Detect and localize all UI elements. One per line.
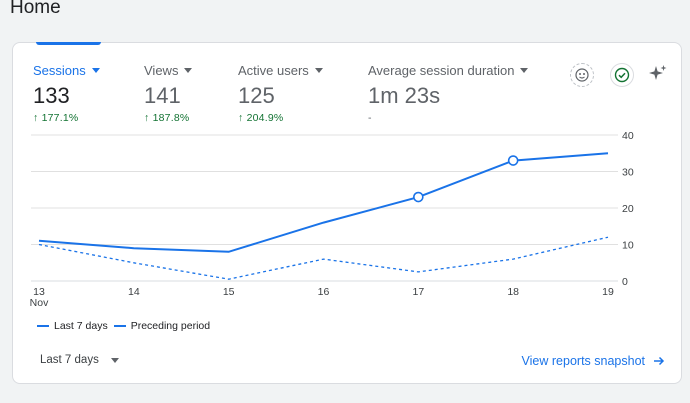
x-axis-ticks: 13 14 15 16 17 18 19 Nov [30,286,614,309]
y-tick-label: 0 [622,276,628,288]
sparkle-button[interactable] [646,62,670,86]
arrow-right-icon [654,356,665,366]
sparkle-icon [649,65,667,80]
caret-down-icon [314,68,323,73]
metric-value: 125 [238,83,275,108]
metric-views[interactable]: Views 141 ↑ 187.8% [144,63,193,124]
view-reports-label: View reports snapshot [521,354,645,368]
metric-label: Average session duration [368,63,515,78]
caret-down-icon [91,68,100,73]
date-range-dropdown[interactable]: Last 7 days [40,354,119,366]
x-tick-label: 16 [318,286,330,298]
chart-legend: Last 7 days Preceding period [37,320,216,332]
legend-item-preceding-period[interactable]: Preceding period [113,320,211,332]
series-line-last-7-days [38,152,609,253]
metric-value: 1m 23s [368,83,441,108]
metric-value: 141 [144,83,181,108]
check-status-button[interactable] [610,63,634,87]
metric-change: ↑ 187.8% [144,112,190,124]
chart-gridlines [31,134,618,282]
caret-down-icon [184,68,193,73]
chart-points [413,155,519,203]
x-tick-label: 13 [33,286,45,298]
metric-views-dropdown[interactable]: Views [144,63,193,78]
caret-down-icon [520,68,529,73]
arrow-up-icon: ↑ [33,112,39,124]
legend-item-last-7-days[interactable]: Last 7 days [37,320,108,332]
overview-card: Sessions 133 ↑ 177.1% Views 141 ↑ 187.8%… [12,42,682,384]
x-tick-label: 15 [223,286,235,298]
metric-change: - [368,112,372,124]
series-line-preceding-period [38,236,609,280]
active-metric-indicator [36,42,101,45]
page-title: Home [10,0,61,18]
metric-label: Sessions [33,63,86,78]
insights-badge-icon [575,68,589,82]
y-tick-label: 20 [622,203,634,215]
metric-avg-session-duration-dropdown[interactable]: Average session duration [368,63,529,78]
x-tick-label: 17 [412,286,424,298]
caret-down-icon [110,357,119,363]
view-reports-snapshot-link[interactable]: View reports snapshot [522,354,665,368]
insights-badge-button[interactable] [570,63,594,87]
legend-swatch-solid [37,325,49,327]
metric-label: Active users [238,63,309,78]
x-tick-label: 18 [507,286,519,298]
arrow-up-icon: ↑ [144,112,150,124]
metric-active-users[interactable]: Active users 125 ↑ 204.9% [238,63,323,124]
x-tick-sublabel: Nov [30,297,49,309]
metric-change: ↑ 204.9% [238,112,284,124]
y-tick-label: 30 [622,167,634,179]
legend-label: Last 7 days [54,320,108,332]
data-point-marker[interactable] [507,155,519,166]
metric-label: Views [144,63,179,78]
metric-active-users-dropdown[interactable]: Active users [238,63,323,78]
y-tick-label: 40 [622,130,634,142]
sessions-line-chart: 0 10 20 30 40 13 14 15 16 17 18 19 Nov [30,130,634,309]
y-axis-ticks: 0 10 20 30 40 [622,130,634,288]
y-tick-label: 10 [622,240,634,252]
metric-change: ↑ 177.1% [33,112,79,124]
legend-swatch-dashed [113,325,126,327]
metric-sessions-dropdown[interactable]: Sessions [33,63,100,78]
x-tick-label: 19 [602,286,614,298]
metric-sessions[interactable]: Sessions 133 ↑ 177.1% [33,63,100,124]
data-point-marker[interactable] [413,191,424,203]
x-tick-label: 14 [128,286,140,298]
check-circle-icon [614,67,630,83]
date-range-label: Last 7 days [40,354,99,366]
chart-series [38,152,609,280]
legend-label: Preceding period [130,320,211,332]
metric-avg-session-duration[interactable]: Average session duration 1m 23s - [368,63,529,124]
arrow-up-icon: ↑ [238,112,244,124]
metric-value: 133 [33,83,70,108]
